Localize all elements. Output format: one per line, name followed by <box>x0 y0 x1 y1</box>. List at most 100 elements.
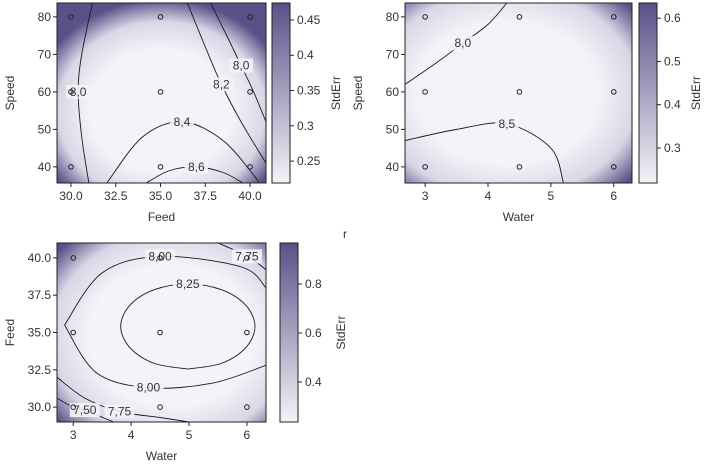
design-point <box>157 14 164 20</box>
colorbar-tick-label: 0.6 <box>664 11 681 25</box>
y-axis-title: Speed <box>351 76 365 111</box>
contour-label: 8,00 <box>137 381 161 395</box>
contour-label-bg <box>231 249 262 264</box>
colorbar-title: StdErr <box>689 76 703 110</box>
x-tick-label: 30.0 <box>59 189 83 203</box>
colorbar-title: StdErr <box>329 76 343 110</box>
design-point <box>247 164 253 170</box>
y-tick-label: 30.0 <box>28 400 52 414</box>
design-point <box>610 89 617 95</box>
colorbar-tick-label: 0.5 <box>664 54 681 68</box>
contour-group: 8,25 8,00 8,00 7,75 7,75 7,50 <box>57 243 266 422</box>
design-point <box>610 164 617 170</box>
y-tick-label: 37.5 <box>28 288 52 302</box>
plot-area <box>57 3 266 183</box>
contour-label-bg <box>69 403 100 418</box>
y-axis-title: Speed <box>3 76 17 111</box>
design-point <box>247 14 253 20</box>
design-point <box>244 404 250 410</box>
y-tick-label: 50 <box>386 122 400 136</box>
plot-area <box>405 3 632 183</box>
design-point <box>157 255 163 261</box>
x-tick-label: 6 <box>244 428 251 442</box>
contour-label-bg <box>184 159 209 174</box>
design-point <box>244 329 250 336</box>
stray-label: r <box>343 227 347 241</box>
design-point <box>422 164 428 170</box>
contour-label: 7,75 <box>235 249 259 263</box>
design-point <box>157 329 163 336</box>
x-tick-label: 4 <box>485 189 492 203</box>
contour-label: 8,0 <box>455 36 472 50</box>
x-tick-label: 6 <box>610 189 617 203</box>
contour-label: 8,2 <box>213 77 230 91</box>
y-tick-label: 60 <box>386 85 400 99</box>
contour-label-bg <box>209 77 234 92</box>
colorbar-tick-label: 0.4 <box>297 48 314 62</box>
y-tick-label: 60 <box>38 85 52 99</box>
x-tick-label: 32.5 <box>104 189 128 203</box>
y-tick-label: 70 <box>386 47 400 61</box>
colorbar-tick-label: 0.3 <box>664 141 681 155</box>
y-tick-label: 40 <box>386 160 400 174</box>
x-tick-label: 35.0 <box>149 189 173 203</box>
design-point <box>157 404 163 410</box>
x-axis-title: Water <box>503 210 535 224</box>
y-tick-label: 40.0 <box>28 251 52 265</box>
design-point <box>70 329 77 336</box>
colorbar-tick-label: 0.3 <box>297 119 314 133</box>
y-tick-label: 70 <box>38 47 52 61</box>
x-axis-title: Water <box>146 449 178 463</box>
colorbar-tick-label: 0.35 <box>297 84 321 98</box>
colorbar-tick-label: 0.45 <box>297 13 321 27</box>
contour-label: 7,50 <box>73 403 97 417</box>
x-tick-label: 3 <box>422 189 429 203</box>
x-tick-label: 3 <box>70 428 77 442</box>
contour-label: 8,00 <box>148 249 172 263</box>
x-tick-label: 37.5 <box>194 189 218 203</box>
contour-group: 8,08,08,28,48,6 <box>66 3 266 183</box>
design-point <box>247 89 253 95</box>
colorbar <box>279 242 299 423</box>
colorbar-tick-label: 0.6 <box>305 326 322 340</box>
colorbar-tick-label: 0.25 <box>297 154 321 168</box>
x-axis-title: Feed <box>148 210 175 224</box>
colorbar <box>271 2 291 184</box>
colorbar <box>638 2 658 184</box>
contour-label-bg <box>495 116 519 131</box>
plot-frame <box>404 2 633 184</box>
design-point <box>422 89 428 95</box>
design-point <box>157 164 164 170</box>
colorbar-title: StdErr <box>334 315 348 349</box>
contour-label: 8,0 <box>233 59 250 73</box>
x-tick-label: 40.0 <box>238 189 262 203</box>
contour-label: 8,4 <box>174 115 191 129</box>
design-point <box>516 14 523 20</box>
y-tick-label: 35.0 <box>28 326 52 340</box>
contour-label: 8,5 <box>499 117 516 131</box>
colorbar-tick-label: 0.8 <box>305 277 322 291</box>
design-point <box>70 255 77 261</box>
contour-label-bg <box>229 58 253 73</box>
contour-label-bg <box>66 84 90 99</box>
y-tick-label: 50 <box>38 122 52 136</box>
y-tick-label: 32.5 <box>28 363 52 377</box>
contour-label-bg <box>172 277 203 292</box>
design-point <box>516 164 523 170</box>
y-tick-label: 80 <box>386 10 400 24</box>
contour-label-bg <box>451 36 475 51</box>
design-point <box>68 14 74 20</box>
contour-label: 8,0 <box>70 85 87 99</box>
plot-frame <box>56 2 267 184</box>
x-tick-label: 5 <box>548 189 555 203</box>
contour-label-bg <box>170 114 194 129</box>
design-point <box>68 164 74 170</box>
contour-label: 8,25 <box>176 277 200 291</box>
contour-label-bg <box>133 380 164 395</box>
design-point <box>422 14 428 20</box>
contour-label-bg <box>104 404 135 419</box>
y-axis-title: Feed <box>3 319 17 346</box>
design-point <box>68 89 74 95</box>
